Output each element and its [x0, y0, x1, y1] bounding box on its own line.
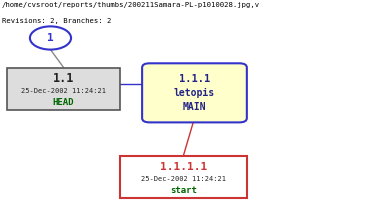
Text: MAIN: MAIN [183, 102, 206, 112]
Text: 1.1.1.1: 1.1.1.1 [160, 162, 207, 172]
Text: start: start [170, 186, 197, 195]
FancyBboxPatch shape [142, 63, 247, 122]
Text: letopis: letopis [174, 88, 215, 98]
Text: 1.1: 1.1 [53, 72, 74, 85]
Circle shape [30, 26, 71, 50]
Text: 25-Dec-2002 11:24:21: 25-Dec-2002 11:24:21 [21, 88, 106, 94]
Text: HEAD: HEAD [53, 98, 74, 107]
Text: Revisions: 2, Branches: 2: Revisions: 2, Branches: 2 [2, 18, 111, 24]
Text: 25-Dec-2002 11:24:21: 25-Dec-2002 11:24:21 [141, 176, 226, 181]
Text: 1: 1 [47, 33, 54, 43]
Text: 1.1.1: 1.1.1 [179, 74, 210, 84]
Bar [120, 156, 247, 198]
Text: /home/cvsroot/reports/thumbs/200211Samara-PL-p1010028.jpg,v: /home/cvsroot/reports/thumbs/200211Samar… [2, 2, 260, 8]
Bar [7, 68, 120, 110]
